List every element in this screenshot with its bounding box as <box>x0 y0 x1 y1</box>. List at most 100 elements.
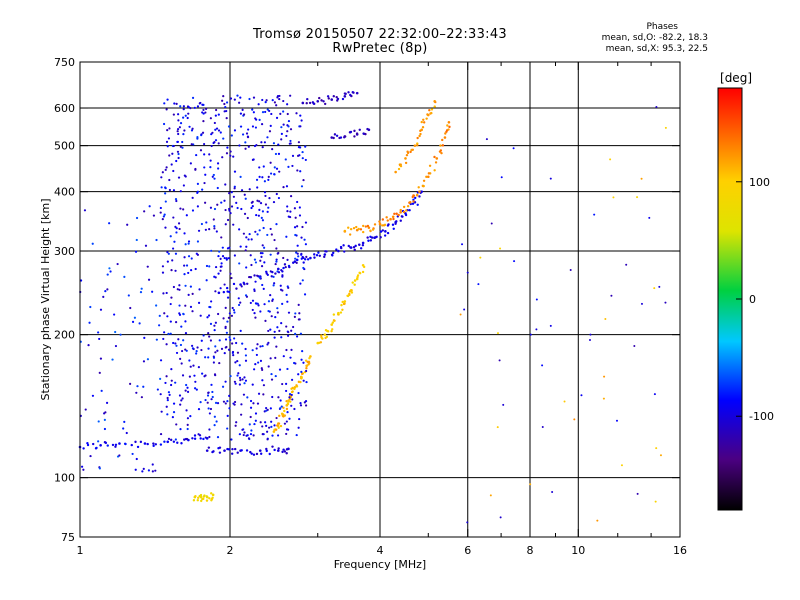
data-point <box>357 227 360 231</box>
data-point <box>168 154 171 157</box>
data-point <box>285 452 288 455</box>
data-point <box>277 447 280 450</box>
data-point <box>254 412 258 415</box>
data-point <box>197 433 200 436</box>
data-point <box>203 153 206 156</box>
data-point <box>297 426 300 429</box>
data-point <box>296 244 299 247</box>
data-point <box>394 222 397 225</box>
data-point <box>228 207 231 211</box>
data-point <box>294 233 297 237</box>
data-point <box>226 296 230 299</box>
data-point <box>273 424 276 427</box>
colorbar-label: deg <box>718 70 754 86</box>
data-point <box>433 169 436 172</box>
data-point <box>264 319 267 322</box>
data-point <box>213 225 216 228</box>
data-point <box>206 401 209 404</box>
data-point <box>159 359 163 362</box>
data-point <box>270 112 273 116</box>
data-point <box>541 364 544 367</box>
data-point <box>134 250 138 253</box>
data-point <box>251 299 255 302</box>
data-point <box>198 102 201 105</box>
data-point <box>191 437 194 440</box>
data-point <box>183 256 186 259</box>
data-point <box>165 343 168 346</box>
data-point <box>176 140 179 143</box>
data-point <box>140 396 143 399</box>
data-point <box>275 258 278 261</box>
data-point <box>225 101 229 104</box>
data-point <box>230 314 234 317</box>
data-point <box>209 407 213 411</box>
data-point <box>275 416 278 420</box>
data-point <box>466 271 469 274</box>
data-point <box>306 97 309 101</box>
data-point <box>285 235 288 238</box>
data-point <box>217 272 220 275</box>
data-point <box>287 399 290 402</box>
data-point <box>341 300 344 304</box>
data-point <box>355 277 359 281</box>
data-point <box>233 447 237 451</box>
data-point <box>284 266 287 269</box>
data-point <box>335 248 338 251</box>
data-point <box>653 393 656 396</box>
data-point <box>158 324 161 327</box>
data-point <box>195 350 198 353</box>
data-point <box>91 394 95 397</box>
data-point <box>296 169 299 172</box>
data-point <box>217 142 220 145</box>
data-point <box>301 150 304 154</box>
data-point <box>232 282 236 286</box>
data-point <box>251 205 254 208</box>
data-point <box>244 249 247 252</box>
data-point <box>196 346 199 349</box>
data-point <box>209 117 212 120</box>
data-point <box>194 494 197 498</box>
data-point <box>133 316 137 319</box>
data-point <box>160 410 163 413</box>
data-point <box>168 188 171 192</box>
data-point <box>261 176 264 179</box>
data-point <box>285 407 289 411</box>
data-point <box>304 404 308 407</box>
data-point <box>397 213 400 217</box>
data-point <box>342 244 345 247</box>
data-point <box>214 351 217 354</box>
data-point <box>169 302 172 306</box>
data-point <box>210 249 213 252</box>
data-point <box>219 257 222 261</box>
data-point <box>433 99 436 103</box>
data-point <box>240 207 243 211</box>
data-point <box>658 285 661 288</box>
data-point <box>408 200 412 204</box>
data-point <box>234 361 237 364</box>
data-point <box>250 201 253 204</box>
data-point <box>161 271 165 274</box>
data-point <box>196 496 200 500</box>
data-point <box>304 221 308 224</box>
data-point <box>177 132 180 136</box>
data-point <box>211 493 215 497</box>
data-point <box>209 206 213 209</box>
data-point <box>297 141 301 144</box>
data-point <box>134 440 137 444</box>
data-point <box>286 130 289 133</box>
data-point <box>252 96 256 99</box>
data-point <box>171 247 175 250</box>
data-point <box>218 446 222 449</box>
data-point <box>239 378 242 382</box>
data-point <box>216 436 220 439</box>
data-point <box>224 105 227 109</box>
data-point <box>252 453 256 456</box>
data-point <box>391 223 395 226</box>
data-point <box>418 134 421 138</box>
data-point <box>189 107 192 110</box>
data-point <box>255 452 259 456</box>
data-point <box>208 153 211 156</box>
data-point <box>193 437 197 440</box>
data-point <box>317 251 320 254</box>
data-point <box>277 396 280 399</box>
